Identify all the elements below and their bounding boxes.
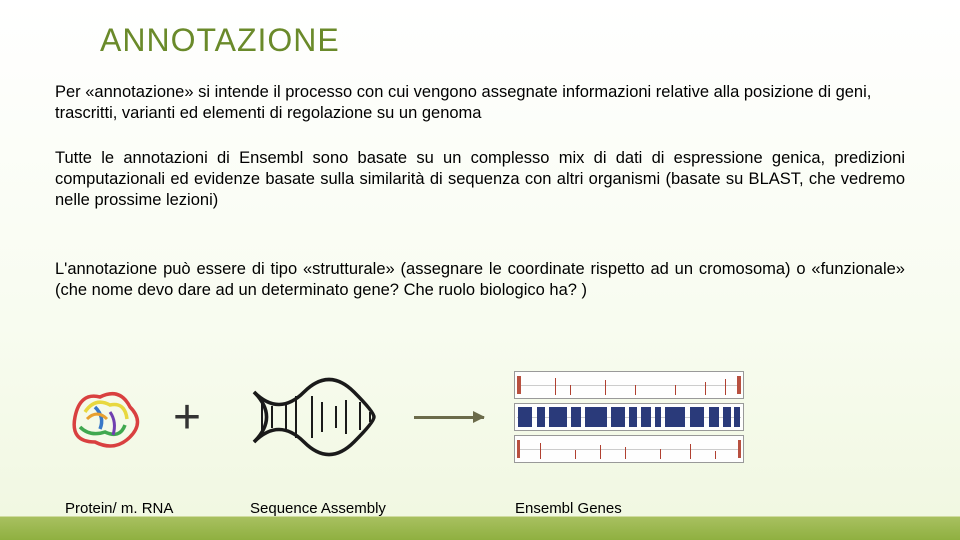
genome-tracks xyxy=(514,371,744,463)
label-genes: Ensembl Genes xyxy=(515,500,622,517)
label-protein: Protein/ m. RNA xyxy=(65,500,173,517)
arrow-icon xyxy=(414,416,484,419)
paragraph-definition: Per «annotazione» si intende il processo… xyxy=(55,82,905,124)
slide-title: ANNOTAZIONE xyxy=(100,22,340,59)
protein-structure-icon xyxy=(55,377,155,457)
genome-track-2 xyxy=(514,403,744,431)
paragraph-types: L'annotazione può essere di tipo «strutt… xyxy=(55,259,905,301)
footer-accent-bar xyxy=(0,516,960,540)
dna-helix-icon xyxy=(244,372,384,462)
paragraph-ensembl: Tutte le annotazioni di Ensembl sono bas… xyxy=(55,148,905,211)
plus-symbol: + xyxy=(173,390,201,445)
label-assembly: Sequence Assembly xyxy=(250,500,386,517)
annotation-diagram: + xyxy=(55,362,870,472)
genome-track-3 xyxy=(514,435,744,463)
genome-track-1 xyxy=(514,371,744,399)
